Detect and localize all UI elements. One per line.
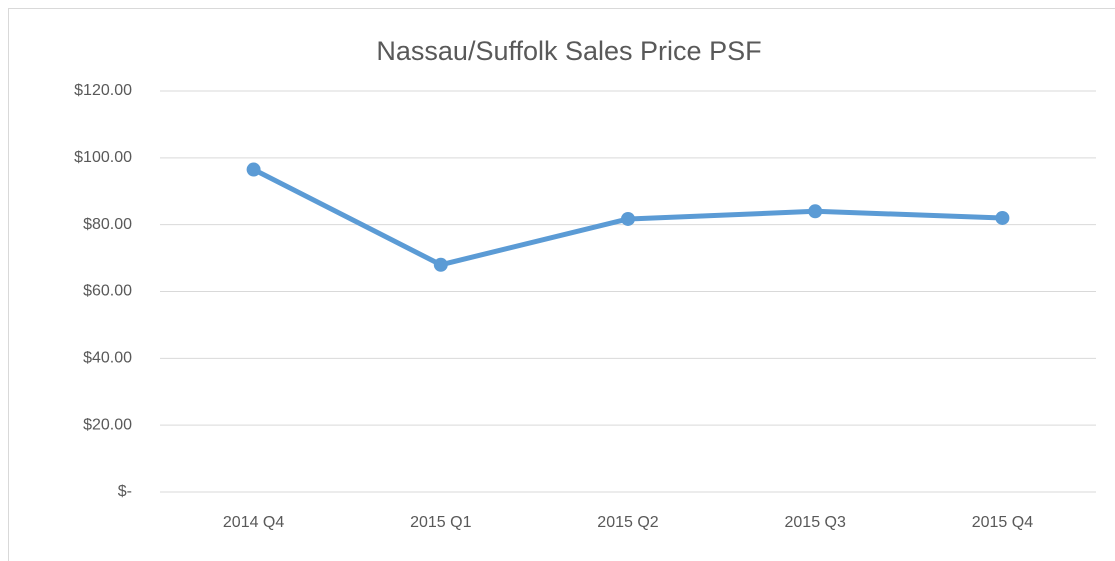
chart-frame <box>8 8 1115 561</box>
y-tick-label: $- <box>118 483 132 500</box>
y-tick-label: $40.00 <box>83 350 132 367</box>
x-tick-label: 2015 Q2 <box>597 514 658 531</box>
y-tick-label: $80.00 <box>83 216 132 233</box>
y-tick-label: $100.00 <box>74 149 132 166</box>
y-tick-label: $20.00 <box>83 416 132 433</box>
y-tick-label: $120.00 <box>74 82 132 99</box>
chart-title: Nassau/Suffolk Sales Price PSF <box>376 36 761 66</box>
data-point <box>433 257 448 272</box>
data-point <box>621 211 635 226</box>
data-point <box>808 204 823 219</box>
data-point <box>246 162 261 177</box>
x-tick-label: 2015 Q3 <box>785 514 846 531</box>
x-tick-label: 2014 Q4 <box>223 514 284 531</box>
y-tick-label: $60.00 <box>83 283 132 300</box>
data-point <box>995 210 1010 225</box>
x-tick-label: 2015 Q1 <box>410 514 471 531</box>
x-tick-label: 2015 Q4 <box>972 514 1033 531</box>
